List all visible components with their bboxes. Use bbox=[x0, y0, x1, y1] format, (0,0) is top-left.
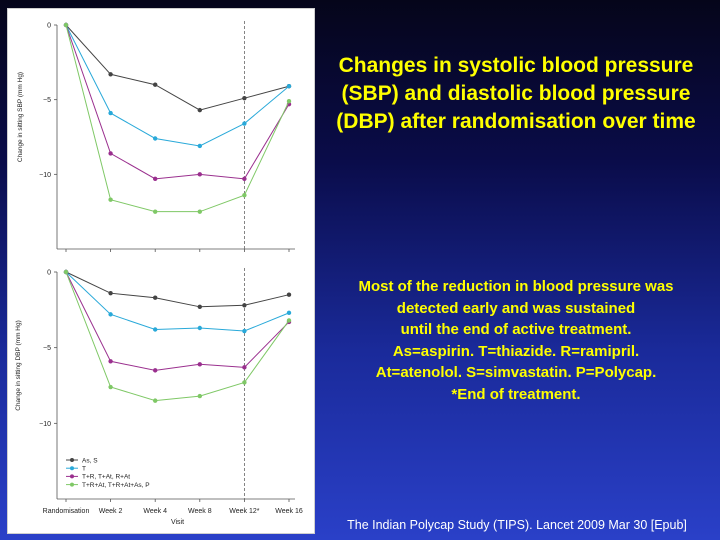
chart2-legend-marker bbox=[70, 466, 74, 471]
chart1-data-point bbox=[286, 98, 292, 104]
chart1-data-point bbox=[242, 95, 247, 101]
chart2-x-tick-label: Randomisation bbox=[43, 508, 90, 515]
chart1-series-line bbox=[65, 24, 290, 180]
chart1-data-point bbox=[197, 107, 202, 113]
chart1-data-point bbox=[153, 82, 158, 87]
chart2-data-point bbox=[153, 398, 158, 403]
chart1-data-point bbox=[242, 193, 247, 198]
chart1-data-point bbox=[197, 172, 202, 177]
chart1-data-point bbox=[286, 84, 292, 89]
chart2-data-point bbox=[63, 269, 69, 275]
chart2-data-point bbox=[108, 290, 113, 296]
chart2-legend-label: T+R+At, T+R+At+As, P bbox=[82, 482, 150, 489]
description-line: until the end of active treatment. bbox=[400, 321, 632, 338]
chart2-legend-marker bbox=[70, 458, 74, 462]
description-line: Most of the reduction in blood pressure … bbox=[358, 278, 674, 295]
chart2-x-tick-label: Week 4 bbox=[143, 508, 167, 515]
chart1-data-point bbox=[242, 176, 247, 182]
chart2-data-point bbox=[242, 303, 247, 308]
chart2-data-point bbox=[197, 304, 202, 310]
chart2-legend-marker bbox=[70, 482, 74, 487]
chart2-x-tick-label: Week 16 bbox=[275, 508, 303, 515]
chart2-data-point bbox=[242, 380, 247, 385]
chart1-data-point bbox=[242, 121, 247, 126]
slide-description: Most of the reduction in blood pressure … bbox=[326, 276, 706, 405]
chart1-data-point bbox=[108, 197, 113, 202]
chart2-series-line bbox=[65, 271, 290, 402]
chart1-series-line bbox=[65, 24, 290, 147]
chart2-x-tick-label: Week 8 bbox=[188, 508, 212, 515]
chart1-data-point bbox=[108, 151, 113, 156]
bp-charts: 0 −5 −10 Change in sitting SBP (mm Hg) 0 −5 −1… bbox=[15, 21, 303, 526]
chart2-x-tick-label: Week 2 bbox=[99, 508, 123, 515]
chart1-y-axis-label: Change in sitting SBP (mm Hg) bbox=[17, 72, 24, 162]
chart2-data-point bbox=[286, 318, 292, 323]
chart2-y-tick-label: 0 bbox=[47, 270, 51, 277]
chart2-data-point bbox=[242, 365, 247, 370]
chart1-data-point bbox=[197, 209, 202, 214]
chart2-data-point bbox=[153, 327, 158, 332]
chart2-x-tick-label: Week 12* bbox=[229, 508, 259, 515]
description-line: As=aspirin. T=thiazide. R=ramipril. bbox=[392, 342, 640, 360]
chart1-data-point bbox=[108, 72, 113, 77]
chart2-data-point bbox=[197, 362, 202, 367]
chart1-y-tick-label: −10 bbox=[39, 172, 51, 179]
slide-title: Changes in systolic blood pressure (SBP)… bbox=[336, 54, 696, 133]
chart-panel: 0 −5 −10 Change in sitting SBP (mm Hg) 0 −5 −1… bbox=[7, 8, 315, 534]
chart1-y-tick-label: 0 bbox=[47, 23, 51, 30]
chart2-x-axis-label: Visit bbox=[171, 519, 184, 526]
chart1-data-point bbox=[108, 110, 113, 116]
citation: The Indian Polycap Study (TIPS). Lancet … bbox=[347, 518, 687, 532]
description-line: *End of treatment. bbox=[451, 385, 581, 403]
description-line: detected early and was sustained bbox=[396, 299, 636, 317]
description-line: At=atenolol. S=simvastatin. P=Polycap. bbox=[375, 364, 657, 381]
chart2-legend-label: T bbox=[82, 466, 86, 473]
chart1-data-point bbox=[153, 176, 158, 182]
chart2-data-point bbox=[197, 393, 202, 399]
chart2-data-point bbox=[108, 312, 113, 317]
chart2-data-point bbox=[286, 310, 292, 316]
chart1-data-point bbox=[197, 143, 202, 149]
chart2-y-axis-label: Change in sitting DBP (mm Hg) bbox=[15, 320, 22, 411]
chart2-y-tick-label: −5 bbox=[43, 345, 51, 352]
chart1-data-point bbox=[153, 209, 158, 214]
chart1-series-line bbox=[65, 24, 290, 111]
chart2-data-point bbox=[242, 328, 247, 334]
chart2-legend-label: T+R, T+At, R+At bbox=[82, 474, 130, 481]
chart2-legend-marker bbox=[70, 474, 74, 479]
chart2-data-point bbox=[286, 292, 292, 297]
chart2-legend-label: As, S bbox=[82, 457, 98, 464]
chart2-data-point bbox=[108, 359, 113, 364]
chart1-data-point bbox=[153, 136, 158, 141]
chart2-series-line bbox=[65, 271, 290, 308]
chart2-data-point bbox=[108, 384, 113, 390]
chart2-series-line bbox=[65, 271, 290, 332]
chart2-y-tick-label: −10 bbox=[39, 421, 51, 428]
chart2-data-point bbox=[153, 295, 158, 300]
chart1-data-point bbox=[63, 22, 69, 28]
chart2-data-point bbox=[197, 325, 202, 331]
chart2-data-point bbox=[153, 368, 158, 373]
chart1-series-line bbox=[65, 24, 290, 213]
chart2-series-line bbox=[65, 271, 290, 371]
chart1-y-tick-label: −5 bbox=[43, 97, 51, 104]
